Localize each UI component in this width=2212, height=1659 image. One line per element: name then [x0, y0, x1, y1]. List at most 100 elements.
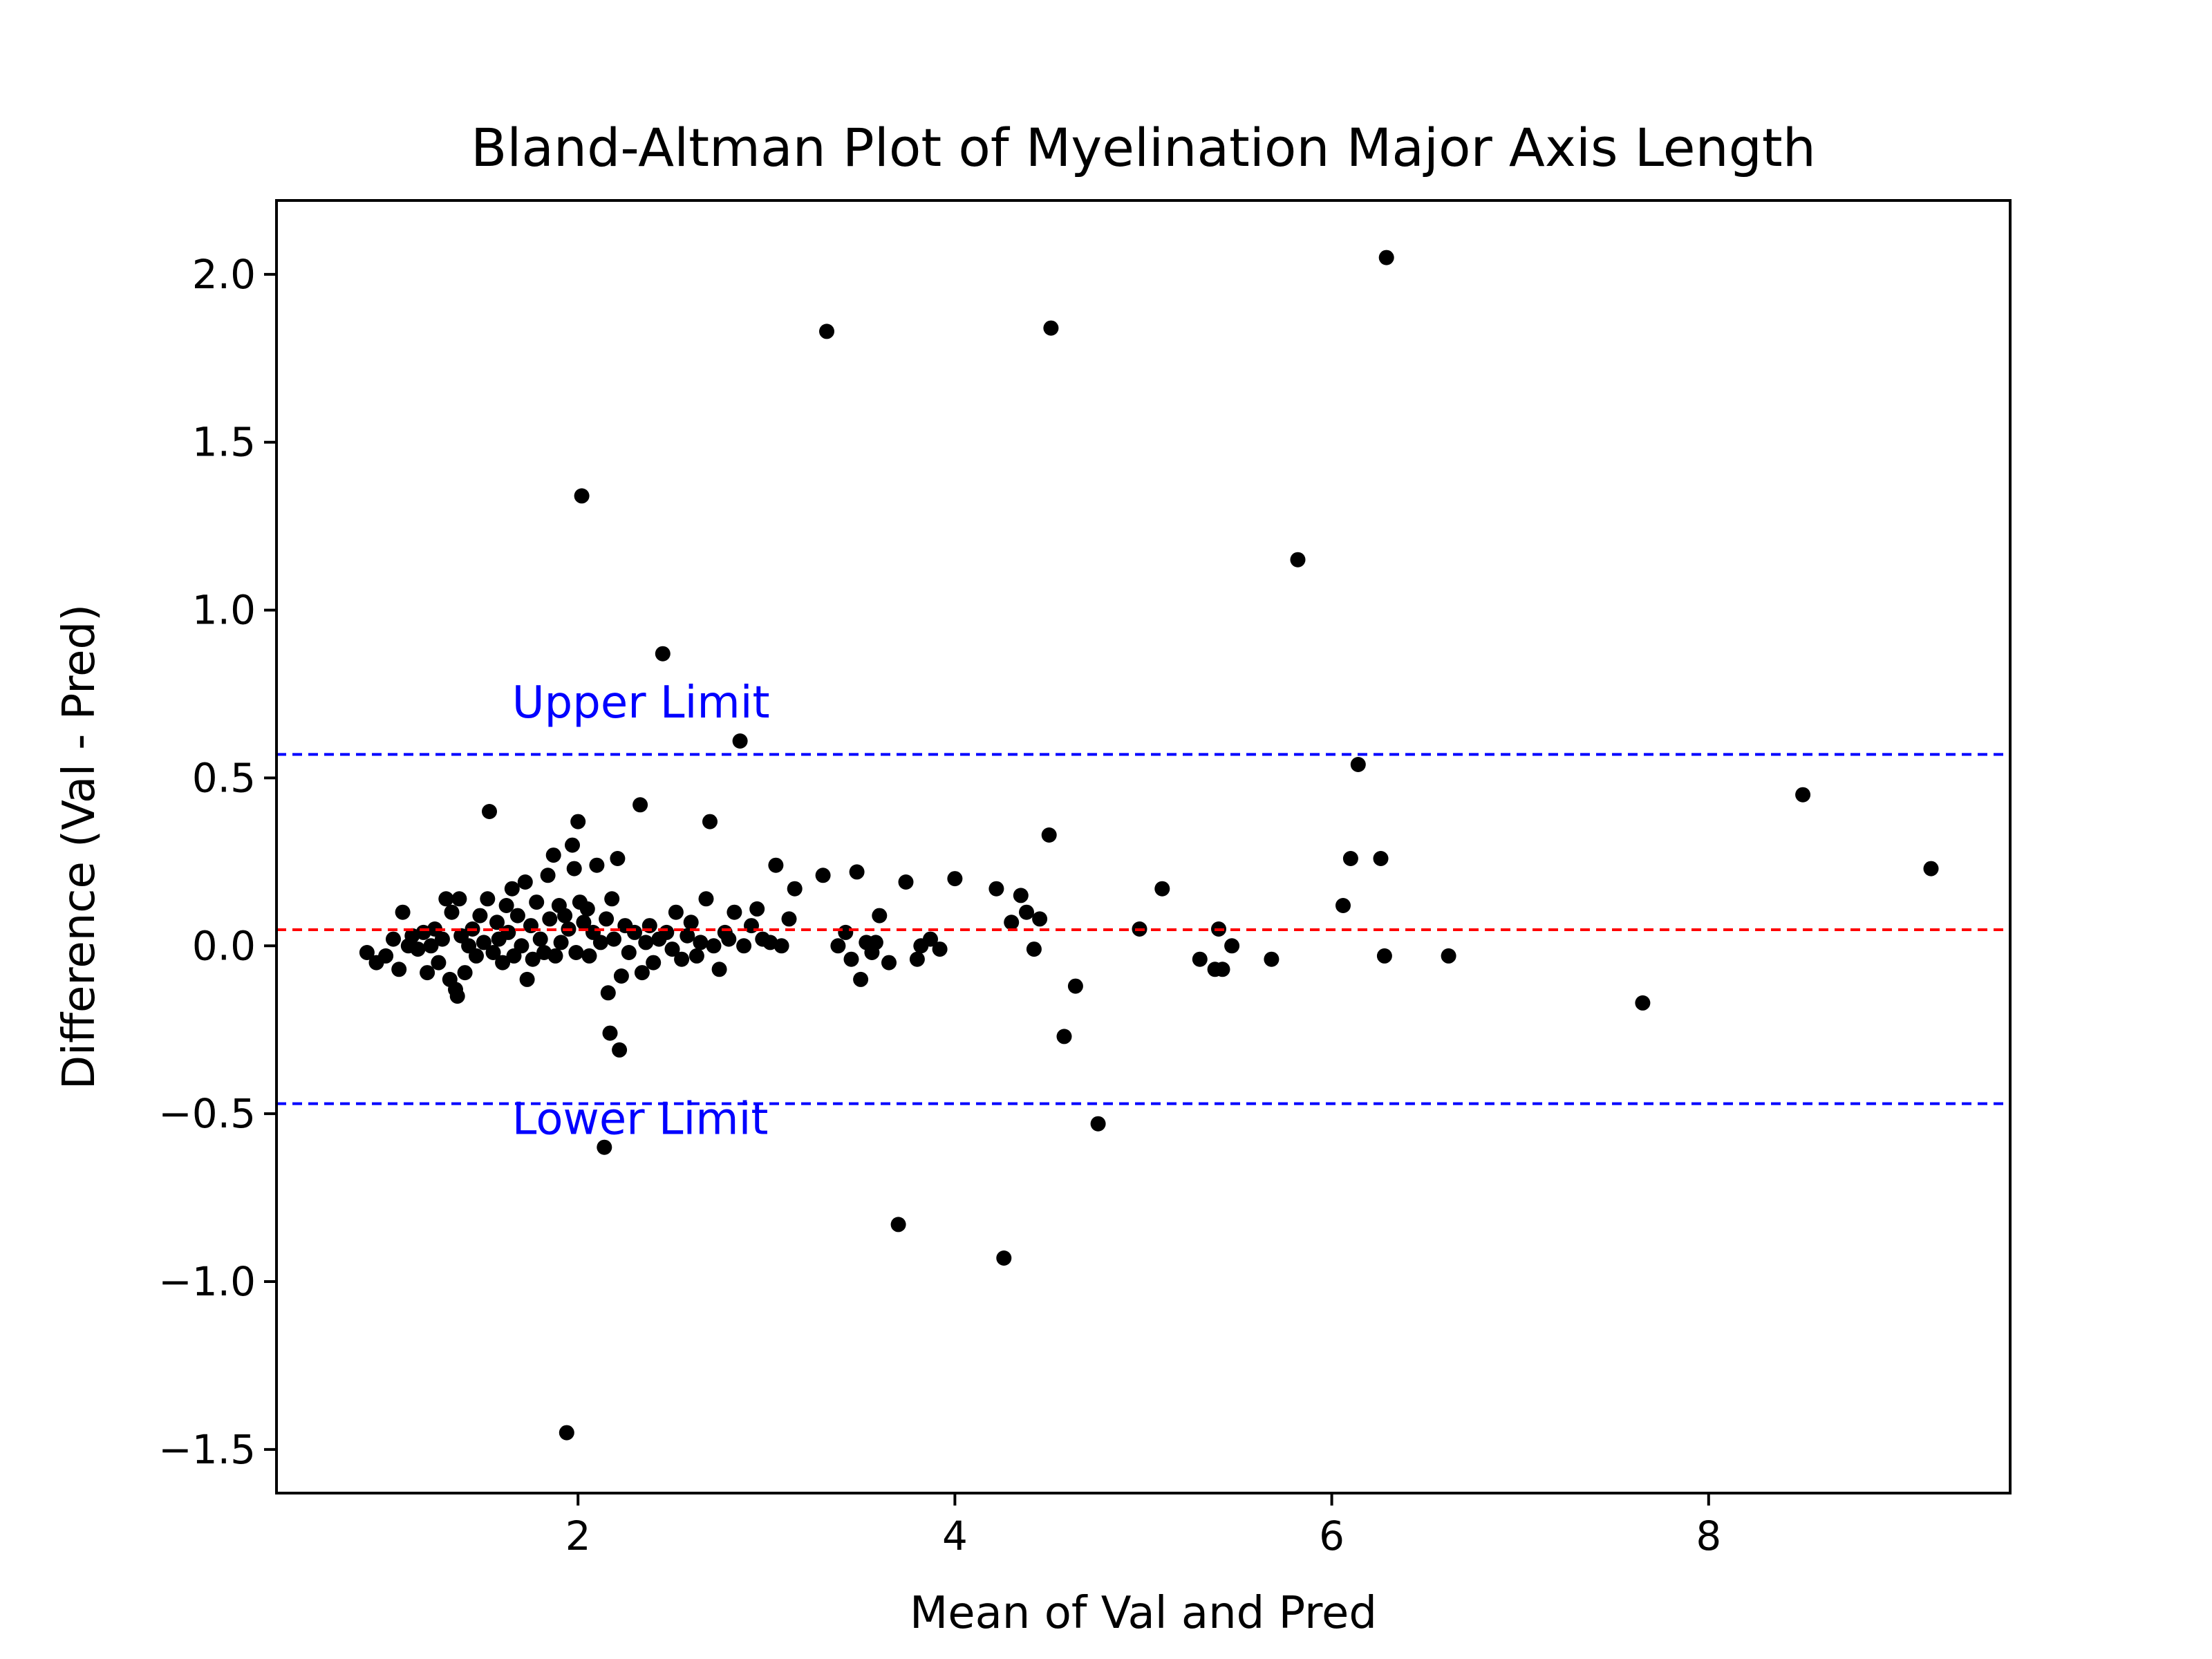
data-point — [1350, 757, 1366, 772]
data-point — [509, 908, 525, 924]
data-point — [559, 1425, 574, 1441]
data-point — [386, 931, 401, 947]
data-point — [693, 935, 709, 950]
data-point — [781, 911, 797, 927]
data-point — [500, 924, 516, 940]
data-point — [610, 851, 626, 866]
data-point — [574, 488, 590, 504]
data-point — [1041, 827, 1057, 843]
data-point — [1635, 995, 1651, 1011]
data-point — [482, 804, 497, 819]
data-point — [698, 891, 714, 907]
data-point — [451, 891, 467, 907]
data-point — [749, 901, 765, 917]
data-point — [1335, 898, 1351, 913]
data-point — [420, 965, 435, 981]
data-point — [529, 894, 545, 910]
data-point — [646, 955, 662, 971]
x-tick-label: 8 — [1696, 1512, 1721, 1559]
data-point — [431, 955, 447, 971]
data-point — [727, 904, 742, 920]
data-point — [597, 1139, 612, 1155]
data-point — [868, 935, 883, 950]
y-tick-label: −0.5 — [158, 1090, 256, 1137]
data-point — [632, 797, 648, 813]
data-point — [768, 857, 784, 873]
data-point — [565, 837, 580, 853]
data-point — [498, 898, 514, 913]
data-point — [581, 948, 597, 964]
data-point — [634, 965, 650, 981]
data-point — [576, 915, 592, 930]
data-point — [378, 948, 394, 964]
data-point — [1004, 915, 1020, 930]
data-point — [604, 891, 620, 907]
data-point — [532, 931, 548, 947]
data-point — [540, 868, 556, 883]
data-point — [444, 904, 460, 920]
data-point — [711, 962, 727, 977]
data-point — [996, 1250, 1012, 1266]
data-point — [600, 985, 616, 1001]
data-point — [1056, 1029, 1072, 1044]
data-point — [774, 938, 789, 954]
data-point — [1026, 941, 1042, 957]
data-point — [612, 1042, 628, 1058]
y-tick-label: 0.5 — [192, 754, 256, 801]
plot-frame — [275, 199, 2012, 1494]
y-tick-label: −1.5 — [158, 1426, 256, 1473]
data-point — [545, 847, 561, 863]
y-tick-label: 0.0 — [192, 922, 256, 969]
data-point — [457, 965, 473, 981]
data-point — [947, 871, 963, 887]
data-point — [391, 962, 407, 977]
data-point — [1373, 851, 1389, 866]
upper-limit-label: Upper Limit — [512, 677, 770, 729]
data-point — [566, 861, 582, 877]
data-point — [923, 931, 938, 947]
data-point — [688, 948, 704, 964]
data-point — [683, 915, 699, 930]
data-point — [602, 1025, 618, 1041]
data-point — [815, 868, 831, 883]
data-point — [787, 881, 803, 897]
data-point — [1067, 978, 1083, 994]
x-axis: 2 4 6 8 — [565, 1493, 1721, 1559]
data-point — [674, 951, 690, 967]
data-point — [1795, 787, 1811, 803]
data-point — [395, 904, 411, 920]
y-tick-label: 1.0 — [192, 587, 256, 634]
data-point — [890, 1217, 906, 1232]
data-point — [525, 951, 541, 967]
data-point — [1342, 851, 1358, 866]
data-point — [843, 951, 859, 967]
data-point — [1378, 250, 1394, 265]
data-point — [655, 646, 671, 662]
data-point — [480, 891, 496, 907]
data-point — [514, 938, 529, 954]
y-tick-label: 2.0 — [192, 251, 256, 298]
data-point — [519, 971, 535, 987]
data-point — [1441, 948, 1456, 964]
x-tick-label: 2 — [565, 1512, 591, 1559]
data-point — [438, 891, 454, 907]
x-axis-label: Mean of Val and Pred — [910, 1588, 1377, 1639]
data-point — [853, 971, 869, 987]
data-point — [568, 945, 584, 960]
data-point — [736, 938, 752, 954]
plot-area: Upper Limit Lower Limit — [276, 250, 2010, 1441]
data-point — [988, 881, 1004, 897]
data-point — [485, 945, 501, 960]
data-point — [472, 908, 488, 924]
data-point — [1013, 888, 1029, 903]
data-point — [1192, 951, 1208, 967]
data-point — [1923, 861, 1939, 877]
data-point — [542, 911, 558, 927]
data-point — [679, 928, 695, 944]
lower-limit-label: Lower Limit — [512, 1094, 769, 1145]
data-point — [613, 968, 629, 984]
chart-title: Bland-Altman Plot of Myelination Major A… — [471, 117, 1816, 178]
data-point — [434, 931, 450, 947]
data-point — [495, 955, 511, 971]
data-point — [359, 945, 375, 960]
